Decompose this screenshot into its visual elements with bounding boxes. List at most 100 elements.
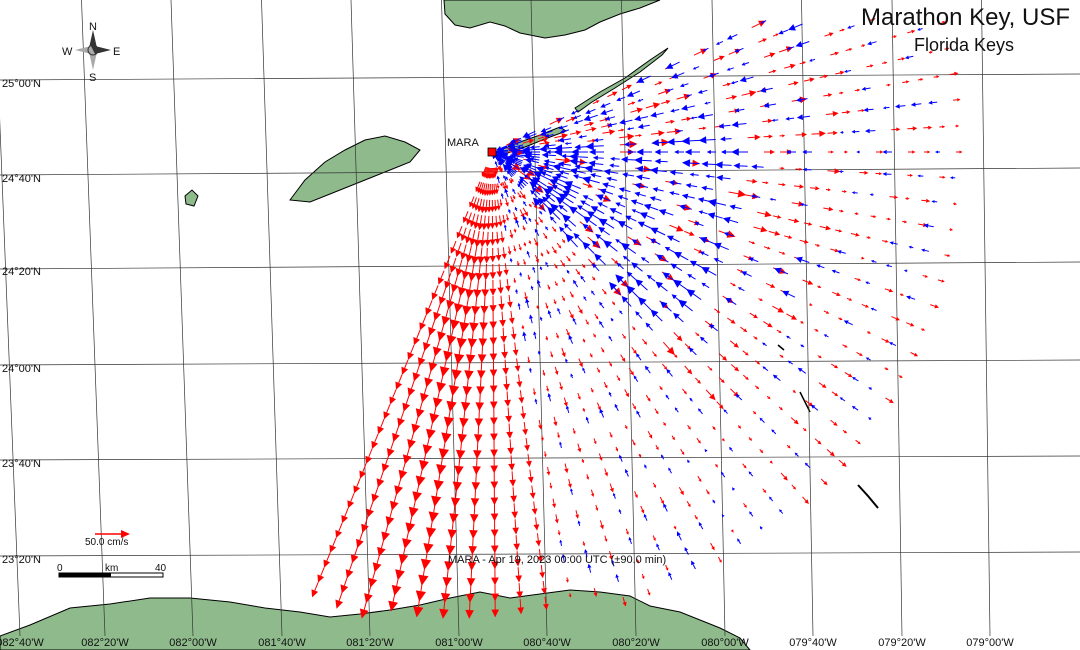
current-vector (707, 212, 723, 220)
scale-vector-label: 50.0 cm/s (85, 537, 128, 548)
current-vector (868, 387, 873, 390)
current-vector (631, 439, 636, 446)
current-vector (689, 172, 699, 177)
current-vector (795, 167, 803, 171)
current-vector (608, 335, 613, 342)
longitude-gridline (621, 0, 637, 637)
current-vector (662, 363, 668, 370)
current-vector (616, 96, 626, 102)
current-vector (607, 122, 617, 127)
current-vector (499, 165, 503, 172)
current-vector (575, 268, 581, 276)
current-vector (630, 199, 644, 206)
current-vector (769, 496, 774, 502)
current-vector (543, 596, 549, 611)
current-vector (489, 343, 498, 362)
longitude-labels: 082°40'W 082°20'W 082°00'W 081°40'W 081°… (0, 637, 1014, 649)
current-vector (955, 124, 960, 128)
current-vector (607, 91, 618, 98)
current-vector (443, 339, 453, 362)
current-vector (366, 500, 374, 518)
current-vector (489, 248, 496, 263)
current-vector (721, 149, 732, 155)
current-vector (582, 183, 593, 188)
current-vector (433, 467, 444, 492)
current-vector (542, 369, 546, 377)
current-vector (498, 295, 505, 311)
current-vector (561, 295, 565, 302)
current-vector (431, 483, 442, 507)
current-vector (886, 217, 891, 221)
current-vector (515, 218, 520, 228)
current-vector (753, 336, 758, 340)
current-vector (712, 426, 716, 431)
current-vector (593, 333, 596, 338)
current-vector (553, 299, 557, 305)
current-vector (537, 350, 541, 355)
current-vector (547, 393, 552, 402)
current-vector (420, 546, 432, 570)
current-vector (413, 594, 424, 618)
current-vector (446, 323, 457, 346)
current-vector (802, 167, 812, 172)
current-vector (688, 347, 697, 356)
current-vector (669, 191, 680, 196)
current-vector (776, 329, 782, 333)
current-vector (611, 559, 615, 567)
current-vector (341, 507, 349, 524)
current-vector (825, 111, 839, 117)
current-vector (609, 208, 623, 215)
current-vector (723, 232, 734, 237)
current-vector (628, 536, 632, 545)
current-vector (489, 327, 498, 346)
current-vector (582, 176, 600, 184)
current-vector (931, 200, 938, 204)
current-vector (721, 438, 725, 442)
current-vector (797, 367, 807, 374)
current-vector (870, 307, 877, 311)
current-vector (597, 202, 608, 208)
current-vector (503, 375, 510, 391)
current-vector (622, 596, 627, 607)
current-vector (650, 309, 663, 322)
current-vector (510, 196, 514, 203)
current-vector (522, 138, 535, 144)
current-vector (823, 93, 833, 98)
current-vector (528, 217, 532, 223)
current-vector (545, 133, 554, 138)
current-vector (681, 116, 692, 122)
current-vector (606, 176, 617, 182)
current-vector (638, 453, 642, 458)
current-vector (477, 359, 486, 380)
current-vector (558, 125, 568, 130)
current-vector (765, 282, 776, 288)
bahamas-cay-1 (857, 484, 879, 509)
current-vector (831, 391, 839, 397)
current-vector (549, 179, 565, 188)
current-vector (802, 427, 807, 432)
current-vector (529, 314, 533, 324)
current-vector (705, 174, 715, 179)
current-vector (928, 51, 933, 54)
current-vector (438, 436, 449, 460)
current-vector (678, 486, 684, 496)
current-vector (589, 353, 593, 358)
current-vector (608, 391, 612, 397)
current-vector (953, 202, 957, 206)
current-vector (722, 82, 732, 87)
current-vector (490, 536, 499, 554)
timestamp-caption: MARA - Apr 19, 2023 00:00 UTC (±90.0 min… (448, 554, 666, 566)
current-vector (500, 327, 507, 343)
current-vector (661, 454, 665, 460)
current-vector (803, 222, 813, 226)
current-vector (558, 193, 574, 204)
longitude-gridline (711, 0, 726, 637)
current-vector (456, 438, 466, 460)
current-vector (329, 537, 337, 553)
current-vector (794, 184, 805, 189)
current-vector (637, 123, 650, 130)
current-vector (581, 263, 586, 269)
current-vector (851, 191, 858, 195)
current-vector (717, 556, 722, 563)
current-vector (674, 407, 679, 413)
